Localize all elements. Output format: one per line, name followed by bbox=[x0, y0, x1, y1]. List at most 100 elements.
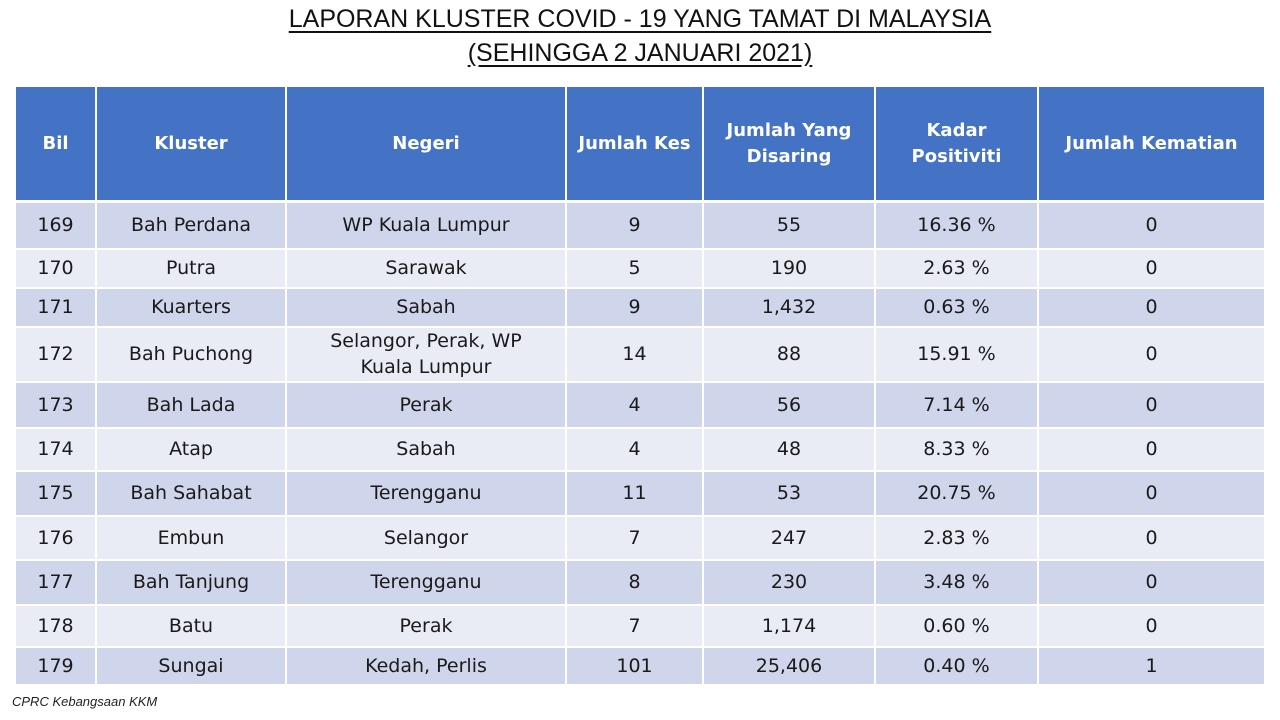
cell-jumlah-kes: 9 bbox=[566, 287, 704, 328]
table-row: 178 Batu Perak 7 1,174 0.60 % 0 bbox=[16, 604, 1264, 648]
table-row: 174 Atap Sabah 4 48 8.33 % 0 bbox=[16, 427, 1264, 472]
cell-jumlah-disaring: 190 bbox=[703, 248, 876, 289]
cell-jumlah-kes: 14 bbox=[566, 326, 704, 383]
cell-jumlah-kematian: 0 bbox=[1038, 559, 1264, 606]
table-row: 175 Bah Sahabat Terengganu 11 53 20.75 %… bbox=[16, 470, 1264, 517]
cell-bil: 174 bbox=[16, 427, 97, 472]
cell-negeri: Selangor, Perak, WP Kuala Lumpur bbox=[286, 326, 567, 383]
source-footnote: CPRC Kebangsaan KKM bbox=[12, 694, 158, 709]
cell-jumlah-kes: 11 bbox=[566, 470, 704, 517]
table-header-row: Bil Kluster Negeri Jumlah Kes Jumlah Yan… bbox=[16, 87, 1264, 203]
cell-kadar-positiviti: 20.75 % bbox=[875, 470, 1039, 517]
cell-jumlah-kematian: 0 bbox=[1038, 470, 1264, 517]
cell-kadar-positiviti: 3.48 % bbox=[875, 559, 1039, 606]
cell-jumlah-disaring: 247 bbox=[703, 515, 876, 561]
cell-kadar-positiviti: 15.91 % bbox=[875, 326, 1039, 383]
cell-jumlah-kematian: 1 bbox=[1038, 646, 1264, 686]
cell-kadar-positiviti: 2.83 % bbox=[875, 515, 1039, 561]
cell-jumlah-kes: 7 bbox=[566, 515, 704, 561]
cell-kluster: Bah Sahabat bbox=[96, 470, 287, 517]
table-row: 173 Bah Lada Perak 4 56 7.14 % 0 bbox=[16, 381, 1264, 429]
cell-jumlah-kematian: 0 bbox=[1038, 427, 1264, 472]
table-row: 172 Bah Puchong Selangor, Perak, WP Kual… bbox=[16, 326, 1264, 383]
table-row: 177 Bah Tanjung Terengganu 8 230 3.48 % … bbox=[16, 559, 1264, 606]
cell-kluster: Kuarters bbox=[96, 287, 287, 328]
cell-jumlah-kes: 7 bbox=[566, 604, 704, 648]
table-row: 176 Embun Selangor 7 247 2.83 % 0 bbox=[16, 515, 1264, 561]
cell-kluster: Bah Tanjung bbox=[96, 559, 287, 606]
cell-bil: 169 bbox=[16, 201, 97, 250]
cell-kluster: Putra bbox=[96, 248, 287, 289]
cell-jumlah-kes: 8 bbox=[566, 559, 704, 606]
cell-negeri: Perak bbox=[286, 604, 567, 648]
cell-jumlah-kematian: 0 bbox=[1038, 515, 1264, 561]
column-header-jumlah-kematian: Jumlah Kematian bbox=[1038, 87, 1264, 203]
cell-bil: 176 bbox=[16, 515, 97, 561]
cell-negeri: Terengganu bbox=[286, 559, 567, 606]
cell-jumlah-kes: 5 bbox=[566, 248, 704, 289]
cell-bil: 172 bbox=[16, 326, 97, 383]
column-header-kluster: Kluster bbox=[96, 87, 287, 203]
cell-kluster: Bah Puchong bbox=[96, 326, 287, 383]
cell-jumlah-kes: 9 bbox=[566, 201, 704, 250]
cell-negeri: WP Kuala Lumpur bbox=[286, 201, 567, 250]
cell-bil: 173 bbox=[16, 381, 97, 429]
clusters-table: Bil Kluster Negeri Jumlah Kes Jumlah Yan… bbox=[16, 87, 1264, 686]
column-header-negeri: Negeri bbox=[286, 87, 567, 203]
table-row: 171 Kuarters Sabah 9 1,432 0.63 % 0 bbox=[16, 287, 1264, 328]
cell-kadar-positiviti: 0.40 % bbox=[875, 646, 1039, 686]
cell-jumlah-kematian: 0 bbox=[1038, 248, 1264, 289]
cell-jumlah-kematian: 0 bbox=[1038, 287, 1264, 328]
cell-negeri: Sabah bbox=[286, 287, 567, 328]
cell-jumlah-kematian: 0 bbox=[1038, 604, 1264, 648]
column-header-kadar-positiviti: Kadar Positiviti bbox=[875, 87, 1039, 203]
cell-bil: 175 bbox=[16, 470, 97, 517]
cell-jumlah-kematian: 0 bbox=[1038, 381, 1264, 429]
cell-kadar-positiviti: 7.14 % bbox=[875, 381, 1039, 429]
cell-kadar-positiviti: 2.63 % bbox=[875, 248, 1039, 289]
cell-kadar-positiviti: 16.36 % bbox=[875, 201, 1039, 250]
cell-jumlah-disaring: 1,432 bbox=[703, 287, 876, 328]
cell-negeri: Selangor bbox=[286, 515, 567, 561]
cell-jumlah-kes: 4 bbox=[566, 427, 704, 472]
cell-kadar-positiviti: 8.33 % bbox=[875, 427, 1039, 472]
column-header-bil: Bil bbox=[16, 87, 97, 203]
cell-jumlah-kematian: 0 bbox=[1038, 326, 1264, 383]
cell-jumlah-disaring: 230 bbox=[703, 559, 876, 606]
cell-negeri: Perak bbox=[286, 381, 567, 429]
cell-jumlah-disaring: 55 bbox=[703, 201, 876, 250]
cell-kluster: Batu bbox=[96, 604, 287, 648]
cell-bil: 177 bbox=[16, 559, 97, 606]
cell-jumlah-kes: 101 bbox=[566, 646, 704, 686]
report-title: LAPORAN KLUSTER COVID - 19 YANG TAMAT DI… bbox=[288, 5, 992, 33]
cell-kadar-positiviti: 0.60 % bbox=[875, 604, 1039, 648]
cell-jumlah-kematian: 0 bbox=[1038, 201, 1264, 250]
column-header-jumlah-disaring: Jumlah Yang Disaring bbox=[703, 87, 876, 203]
cell-negeri: Kedah, Perlis bbox=[286, 646, 567, 686]
cell-bil: 178 bbox=[16, 604, 97, 648]
cell-kluster: Bah Perdana bbox=[96, 201, 287, 250]
cell-negeri: Sarawak bbox=[286, 248, 567, 289]
cell-kluster: Sungai bbox=[96, 646, 287, 686]
cell-jumlah-disaring: 48 bbox=[703, 427, 876, 472]
table-row: 169 Bah Perdana WP Kuala Lumpur 9 55 16.… bbox=[16, 201, 1264, 250]
cell-bil: 170 bbox=[16, 248, 97, 289]
cell-jumlah-disaring: 1,174 bbox=[703, 604, 876, 648]
table-row: 179 Sungai Kedah, Perlis 101 25,406 0.40… bbox=[16, 646, 1264, 686]
cell-kadar-positiviti: 0.63 % bbox=[875, 287, 1039, 328]
table-row: 170 Putra Sarawak 5 190 2.63 % 0 bbox=[16, 248, 1264, 289]
cell-jumlah-disaring: 53 bbox=[703, 470, 876, 517]
cell-jumlah-disaring: 56 bbox=[703, 381, 876, 429]
report-subtitle: (SEHINGGA 2 JANUARI 2021) bbox=[467, 39, 813, 67]
cell-jumlah-disaring: 88 bbox=[703, 326, 876, 383]
cell-kluster: Atap bbox=[96, 427, 287, 472]
cell-bil: 171 bbox=[16, 287, 97, 328]
cell-bil: 179 bbox=[16, 646, 97, 686]
cell-kluster: Bah Lada bbox=[96, 381, 287, 429]
cell-jumlah-disaring: 25,406 bbox=[703, 646, 876, 686]
column-header-jumlah-kes: Jumlah Kes bbox=[566, 87, 704, 203]
cell-negeri: Sabah bbox=[286, 427, 567, 472]
cell-kluster: Embun bbox=[96, 515, 287, 561]
cell-negeri: Terengganu bbox=[286, 470, 567, 517]
cell-jumlah-kes: 4 bbox=[566, 381, 704, 429]
